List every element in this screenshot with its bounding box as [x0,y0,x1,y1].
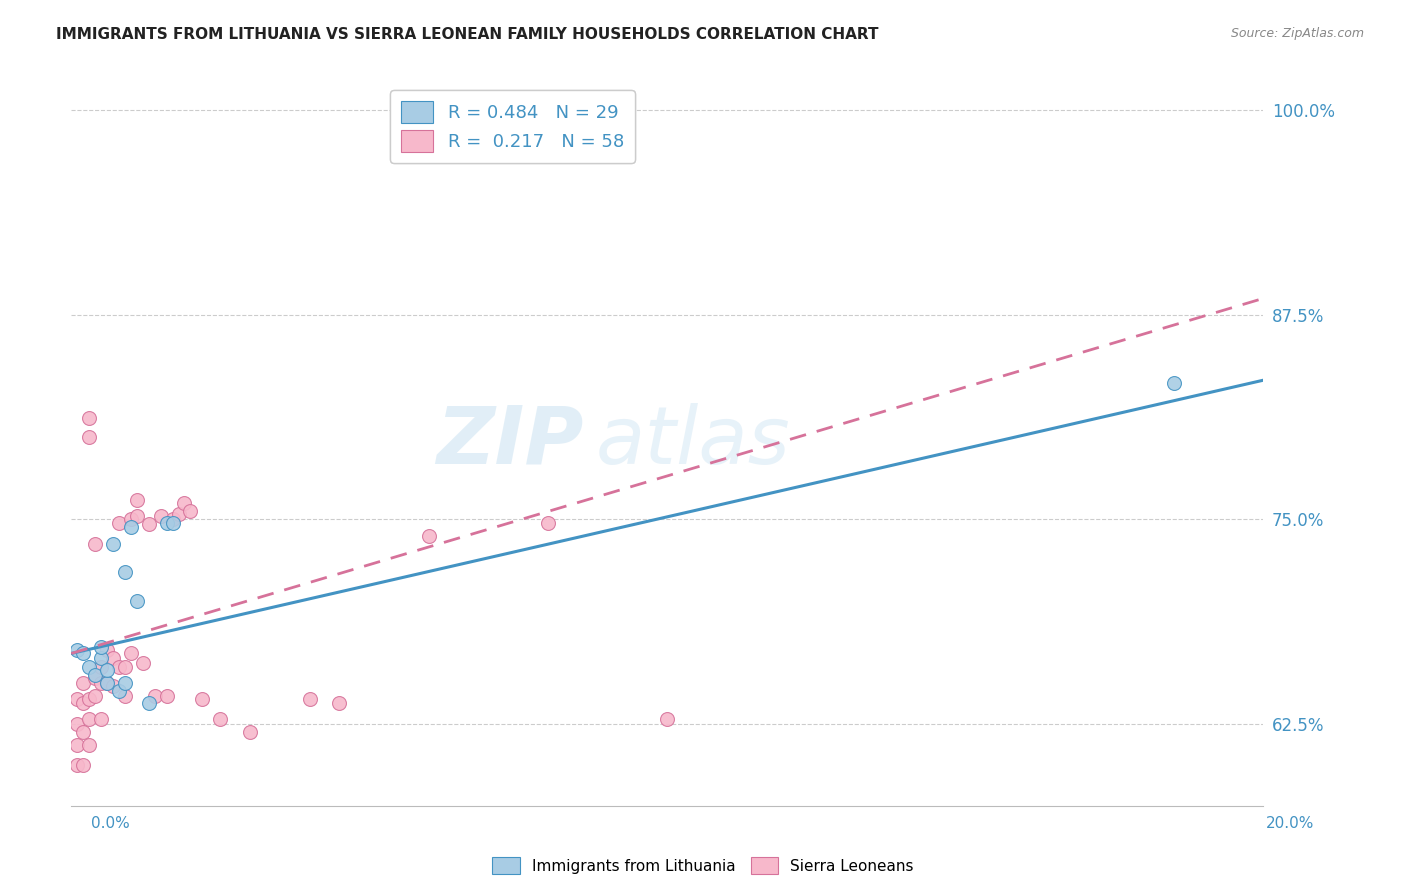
Point [328,696,350,710]
Legend: Immigrants from Lithuania, Sierra Leoneans: Immigrants from Lithuania, Sierra Leonea… [486,851,920,880]
Point [125,492,148,507]
Point [96,676,118,690]
Text: Source: ZipAtlas.com: Source: ZipAtlas.com [1230,27,1364,40]
Point [120,520,142,534]
Point [90,640,112,654]
Point [1163,376,1185,391]
Text: 0.0%: 0.0% [91,816,131,831]
Point [239,725,262,739]
Point [72,647,94,661]
Point [90,712,112,726]
Point [66,757,89,772]
Point [156,516,179,530]
Point [114,659,136,673]
Point [77,430,100,444]
Point [90,676,112,690]
Point [77,410,100,425]
Point [179,504,201,518]
Text: ZIP: ZIP [436,402,583,481]
Point [77,692,100,706]
Point [77,712,100,726]
Point [96,676,118,690]
Point [298,692,321,706]
Point [162,516,184,530]
Point [77,738,100,752]
Point [167,508,190,522]
Point [66,643,89,657]
Point [149,508,172,523]
Point [537,516,560,530]
Point [173,496,195,510]
Point [120,647,142,661]
Point [132,657,155,671]
Point [84,671,107,685]
Point [77,659,100,673]
Point [72,725,94,739]
Point [114,689,136,703]
Point [162,512,184,526]
Point [90,659,112,673]
Point [72,757,94,772]
Point [209,712,232,726]
Point [96,643,118,657]
Point [84,689,107,703]
Legend: R = 0.484   N = 29, R =  0.217   N = 58: R = 0.484 N = 29, R = 0.217 N = 58 [389,90,634,163]
Point [84,667,107,681]
Point [156,689,179,703]
Point [114,676,136,690]
Point [138,517,160,532]
Point [66,716,89,731]
Point [120,512,142,526]
Point [125,594,148,608]
Point [101,537,124,551]
Point [108,684,131,698]
Point [191,692,214,706]
Point [72,676,94,690]
Point [114,565,136,579]
Point [72,696,94,710]
Point [84,537,107,551]
Point [66,692,89,706]
Point [96,663,118,677]
Point [657,712,679,726]
Point [108,659,131,673]
Text: 20.0%: 20.0% [1267,816,1315,831]
Text: IMMIGRANTS FROM LITHUANIA VS SIERRA LEONEAN FAMILY HOUSEHOLDS CORRELATION CHART: IMMIGRANTS FROM LITHUANIA VS SIERRA LEON… [56,27,879,42]
Point [66,738,89,752]
Point [138,696,160,710]
Text: atlas: atlas [596,402,790,481]
Point [125,508,148,523]
Point [101,679,124,693]
Point [101,651,124,665]
Point [90,651,112,665]
Point [143,689,166,703]
Point [108,516,131,530]
Point [418,528,440,542]
